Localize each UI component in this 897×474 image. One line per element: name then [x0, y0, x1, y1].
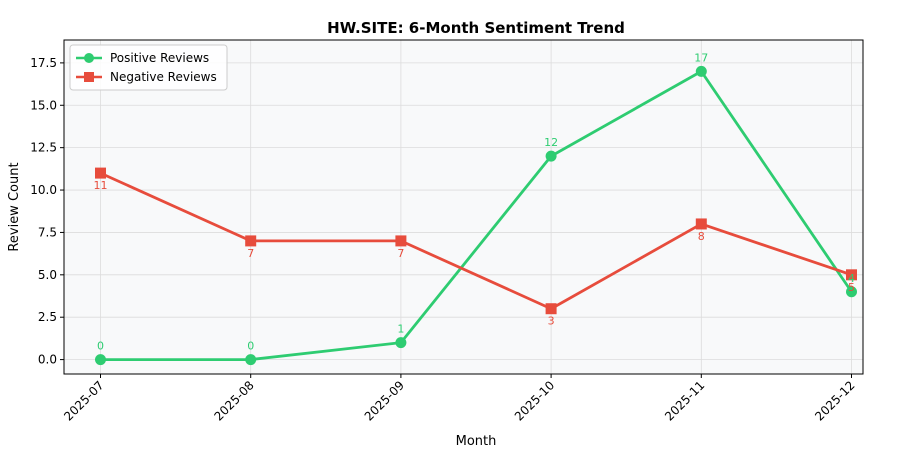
positive-point: [95, 354, 106, 366]
negative-series-line: [99, 171, 852, 311]
legend-positive-label: Positive Reviews: [110, 51, 209, 65]
negative-data-label: 7: [247, 247, 254, 260]
negative-point: [695, 218, 707, 230]
positive-data-label: 17: [694, 51, 708, 64]
positive-data-label: 0: [247, 340, 254, 353]
positive-data-label: 1: [397, 323, 404, 336]
y-axis-title: Review Count: [7, 162, 22, 251]
negative-point: [245, 235, 257, 247]
negative-data-label: 7: [397, 247, 404, 260]
x-tick-label: 2025-07: [61, 378, 106, 423]
x-axis-ticks: 2025-07 2025-08 2025-09 2025-10 2025-11 2025-…: [61, 374, 858, 424]
positive-data-label: 12: [544, 136, 558, 149]
negative-point: [846, 269, 857, 281]
legend-negative-label: Negative Reviews: [110, 70, 217, 84]
x-tick-label: 2025-12: [812, 378, 857, 423]
y-tick-label: 10.0: [30, 183, 57, 197]
y-tick-label: 12.5: [30, 141, 57, 155]
data-markers: [95, 65, 857, 366]
negative-data-label: 3: [548, 315, 555, 328]
negative-point: [395, 235, 407, 247]
positive-point: [395, 337, 407, 349]
plot-area: [64, 40, 863, 374]
y-tick-label: 15.0: [30, 98, 57, 112]
positive-point: [846, 286, 857, 298]
negative-point: [95, 167, 106, 179]
legend-positive-marker: [84, 53, 94, 63]
negative-data-label: 8: [698, 230, 705, 243]
x-tick-label: 2025-08: [211, 378, 256, 423]
legend-box: [69, 44, 228, 91]
y-tick-label: 17.5: [30, 56, 57, 70]
chart-title: HW.SITE: 6-Month Sentiment Trend: [327, 19, 625, 37]
series-lines: [99, 69, 853, 361]
positive-series-line: [100, 69, 853, 361]
x-axis-title: Month: [456, 434, 497, 449]
legend: Positive Reviews Negative Reviews: [69, 44, 228, 91]
positive-data-label: 4: [848, 272, 855, 285]
positive-point: [245, 354, 257, 366]
negative-point: [545, 303, 557, 315]
x-tick-label: 2025-11: [662, 378, 707, 423]
plot-frame: [63, 39, 864, 375]
y-tick-label: 5.0: [38, 268, 57, 282]
y-tick-label: 0.0: [38, 353, 57, 367]
y-axis-ticks: 0.0 2.5 5.0 7.5 10.0 12.5 15.0 17.5: [30, 56, 64, 367]
positive-point: [695, 65, 707, 77]
negative-data-label: 5: [848, 281, 855, 294]
x-tick-label: 2025-09: [362, 378, 407, 423]
y-tick-label: 7.5: [38, 225, 57, 239]
data-labels: 0 0 1 12 17 4 11 7 7 3 8 5: [94, 51, 856, 352]
negative-data-label: 11: [94, 179, 108, 192]
legend-negative-marker: [84, 72, 94, 82]
positive-point: [545, 150, 557, 162]
x-tick-label: 2025-10: [512, 378, 557, 423]
y-tick-label: 2.5: [38, 310, 57, 324]
positive-data-label: 0: [97, 340, 104, 353]
